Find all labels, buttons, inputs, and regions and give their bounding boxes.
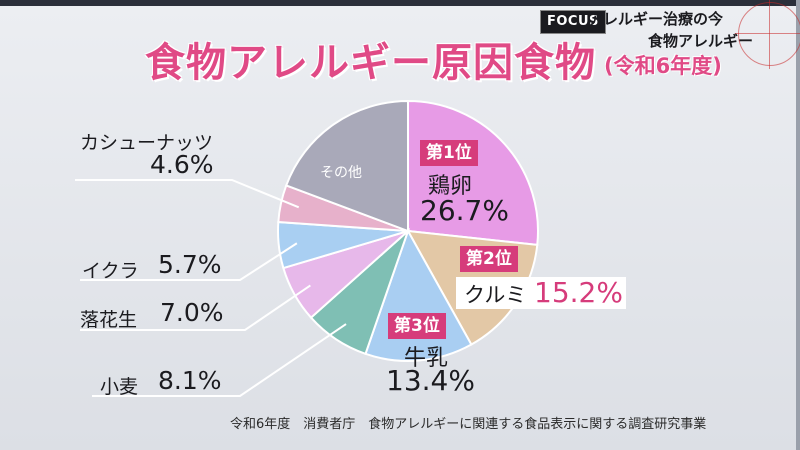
leader-line-0	[75, 179, 300, 209]
source-note: 令和6年度 消費者庁 食物アレルギーに関連する食品表示に関する調査研究事業	[230, 417, 707, 432]
rank-badge-2: 第2位	[460, 246, 518, 272]
rank-badge-3: 第3位	[388, 313, 446, 339]
slice-label-peanut: 落花生	[80, 309, 138, 331]
slice-value-cashew: 4.6%	[150, 150, 214, 179]
leader-line-2	[80, 284, 311, 331]
leader-line-3	[92, 323, 347, 397]
chart-title: 食物アレルギー原因食物	[145, 40, 596, 86]
slice-value-walnut: 15.2%	[534, 276, 623, 309]
slice-value-peanut: 7.0%	[160, 298, 224, 327]
slice-label-walnut: クルミ	[464, 283, 527, 307]
focus-logo-text: FOCUS	[547, 14, 599, 29]
focus-logo: FOCUS	[540, 10, 606, 34]
corner-caption-line2: 食物アレルギー	[648, 32, 754, 50]
pie-slice-7	[284, 99, 409, 233]
corner-caption-line1: アレルギー治療の今	[588, 10, 724, 28]
leader-line-1	[80, 242, 298, 281]
rank-badge-1: 第1位	[420, 140, 478, 166]
slice-label-egg: 鶏卵	[428, 174, 473, 199]
chart-subtitle: (令和6年度)	[604, 54, 722, 78]
slice-value-milk: 13.4%	[386, 364, 475, 397]
crosshair-decoration	[735, 0, 800, 69]
label-bg-kurumi	[456, 277, 626, 309]
slice-value-ikura: 5.7%	[158, 250, 222, 279]
top-frame-bar	[0, 0, 800, 6]
right-frame-bar	[796, 0, 800, 450]
slice-label-milk: 牛乳	[404, 346, 449, 371]
pie-slice-0	[407, 99, 539, 246]
slice-value-egg: 26.7%	[420, 194, 509, 227]
slice-label-cashew: カシューナッツ	[80, 132, 214, 154]
slice-value-wheat: 8.1%	[158, 366, 222, 395]
slice-label-other: その他	[320, 165, 362, 181]
slice-label-wheat: 小麦	[100, 376, 139, 398]
slice-label-ikura: イクラ	[82, 260, 139, 282]
